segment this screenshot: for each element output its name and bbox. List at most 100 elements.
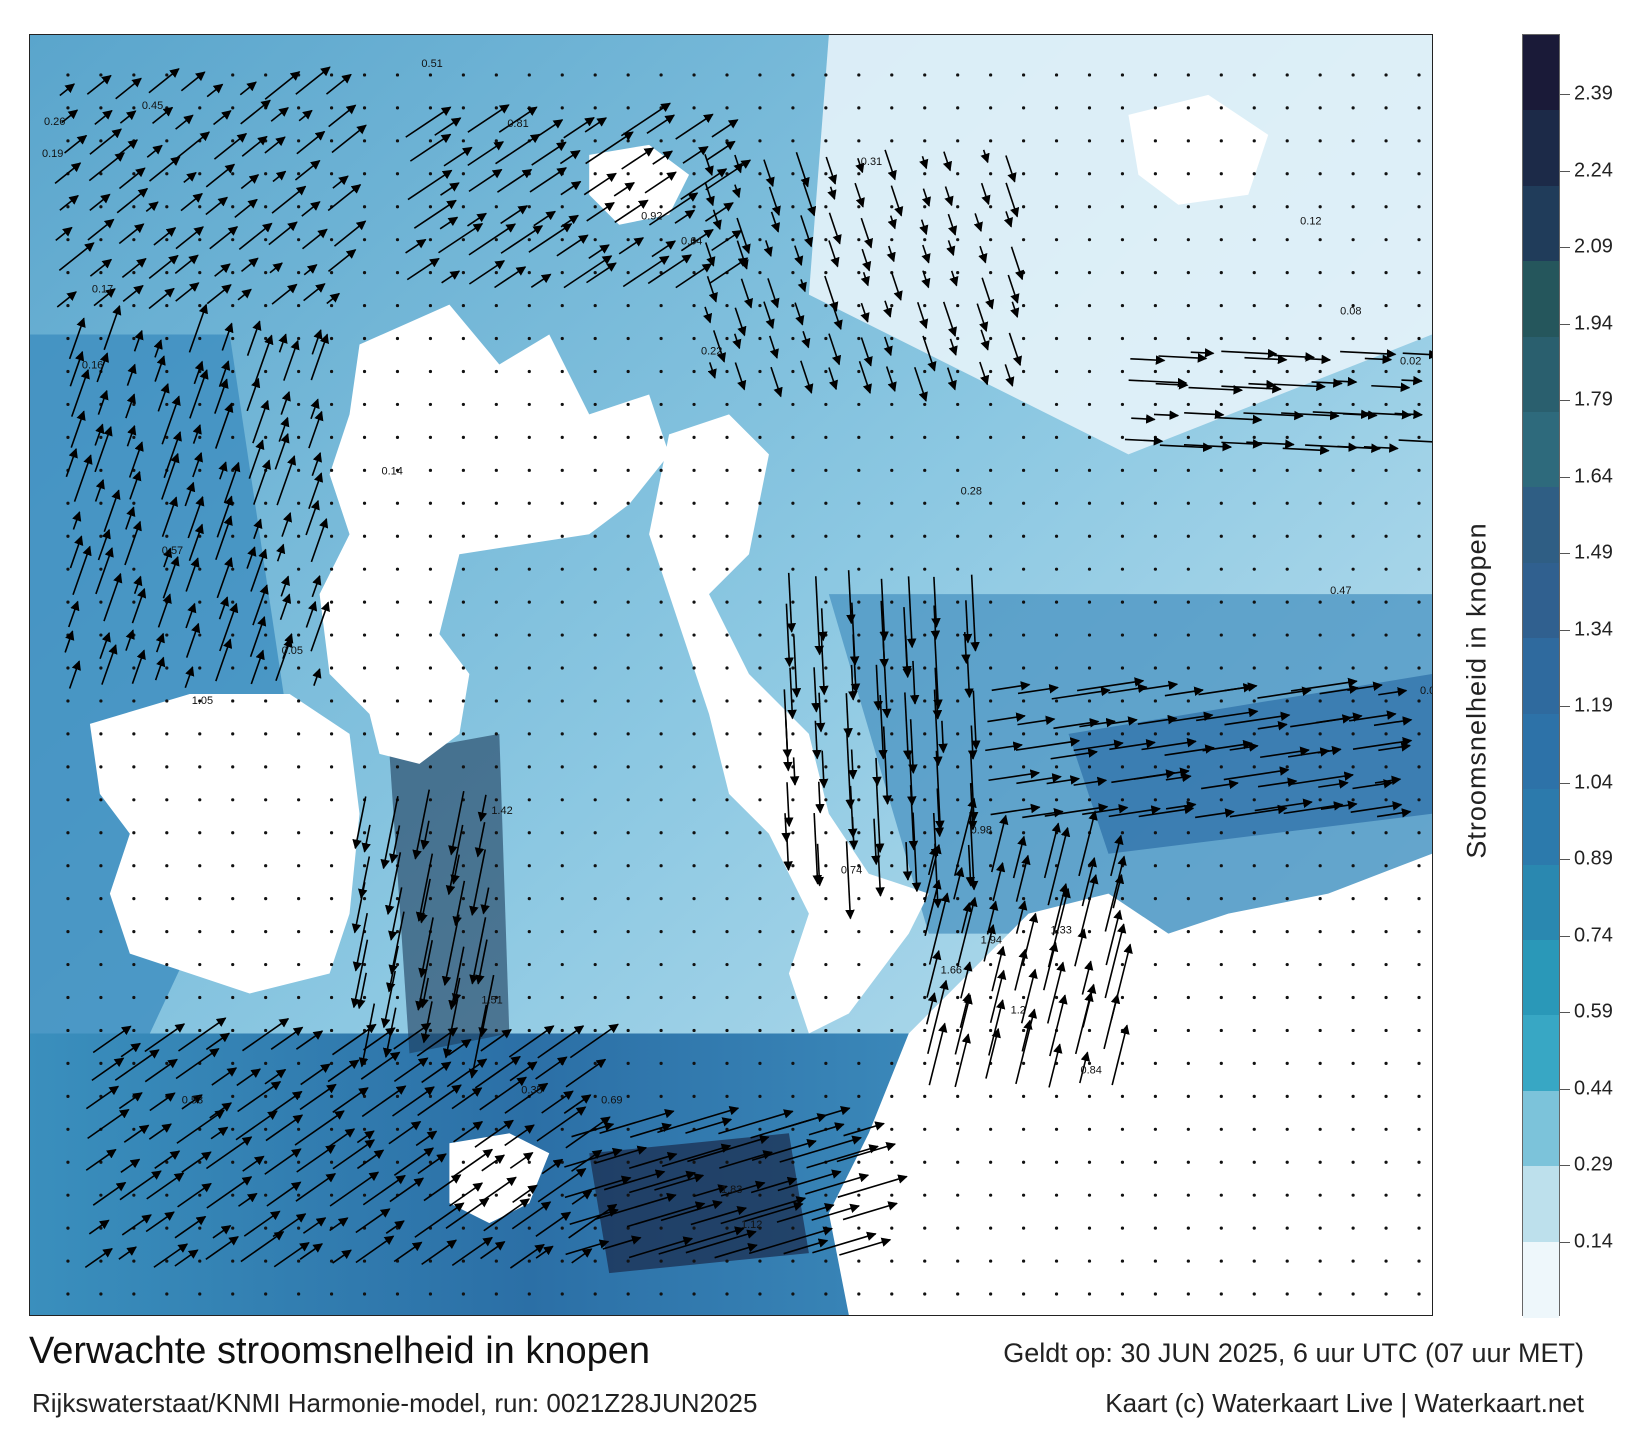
current-arrow — [412, 789, 431, 860]
vector-dot — [659, 139, 663, 143]
current-arrow — [1076, 677, 1145, 692]
vector-dot — [1120, 798, 1125, 802]
vector-dot — [1285, 106, 1289, 110]
colorbar-tick-label: 1.49 — [1574, 541, 1613, 564]
vector-dot — [1351, 831, 1355, 835]
vector-dot — [1087, 1193, 1092, 1197]
current-arrow — [991, 681, 1031, 692]
vector-dot — [527, 205, 531, 209]
vector-dot — [1186, 897, 1190, 901]
vector-dot — [857, 402, 861, 407]
current-arrow — [310, 601, 330, 652]
vector-dot — [494, 765, 498, 769]
vector-dot — [1285, 172, 1289, 176]
current-arrow — [439, 216, 459, 230]
vector-dot — [329, 534, 334, 538]
vector-dot — [626, 369, 630, 374]
current-arrow — [948, 338, 958, 356]
current-arrow — [661, 1143, 732, 1167]
vector-dot — [560, 1127, 564, 1131]
vector-dot — [297, 468, 301, 472]
vector-dot — [362, 995, 367, 1000]
current-arrow — [942, 151, 953, 172]
current-arrow — [946, 367, 957, 391]
current-arrow — [843, 1121, 885, 1137]
land-east-peninsula — [649, 414, 929, 1034]
vector-dot — [329, 864, 334, 868]
current-arrow — [811, 1203, 860, 1221]
vector-dot — [1186, 1061, 1190, 1065]
vector-dot — [1417, 1028, 1421, 1033]
vector-dot — [1285, 1259, 1289, 1263]
current-arrow — [1133, 767, 1190, 780]
vector-dot — [1219, 1193, 1223, 1197]
vector-dot — [989, 402, 993, 407]
vector-dot — [1186, 501, 1190, 505]
vector-dot — [297, 336, 301, 341]
vector-dot — [923, 633, 927, 637]
vector-dot — [1252, 798, 1256, 802]
current-arrow — [845, 841, 855, 920]
current-arrow — [131, 587, 147, 624]
vector-dot — [428, 1292, 433, 1296]
vector-dot — [1417, 501, 1421, 505]
vector-dot — [1153, 106, 1157, 110]
current-arrow — [563, 117, 595, 139]
vector-dot — [362, 962, 367, 967]
vector-dot — [1252, 962, 1256, 967]
vector-dot — [198, 1160, 202, 1164]
current-speed-map[interactable]: 0.51 0.45 0.26 0.19 0.17 0.16 0.81 0.92 0.64 0.31… — [29, 34, 1433, 1316]
vector-dot — [1252, 1259, 1256, 1263]
current-arrow — [467, 104, 510, 133]
vector-dot — [297, 699, 301, 703]
vector-dot — [1186, 402, 1190, 407]
vector-dot — [1054, 798, 1059, 802]
vector-dot — [1153, 1193, 1157, 1197]
vector-dot — [626, 831, 630, 835]
vector-dot — [329, 995, 334, 1000]
vector-dot — [1285, 238, 1289, 242]
current-arrow — [438, 222, 484, 254]
vector-dot — [1054, 402, 1059, 407]
vector-dot — [165, 930, 169, 934]
vector-dot — [593, 205, 597, 209]
vector-dot — [1417, 435, 1421, 439]
colorbar-tick — [1560, 400, 1570, 401]
vector-dot — [1318, 600, 1322, 604]
current-arrow — [206, 1176, 253, 1209]
vector-dot — [1120, 435, 1125, 439]
vector-dot — [461, 666, 465, 670]
vector-dot — [758, 1292, 762, 1296]
vector-dot — [1087, 106, 1092, 110]
vector-dot — [560, 172, 564, 176]
vector-dot — [725, 73, 729, 77]
current-arrow — [295, 1030, 324, 1050]
vector-dot — [1186, 930, 1190, 934]
vector-dot — [362, 765, 367, 769]
current-arrow — [478, 974, 495, 1038]
current-arrow — [1017, 684, 1059, 695]
vector-dot — [1153, 600, 1157, 604]
vector-dot — [1186, 172, 1190, 176]
vector-dot — [725, 402, 729, 407]
current-arrow — [264, 1068, 287, 1085]
current-arrow — [332, 1087, 369, 1113]
vector-dot — [725, 831, 729, 835]
current-arrow — [921, 188, 931, 207]
vector-dot — [1087, 435, 1092, 439]
vector-dot — [626, 172, 630, 176]
vector-dot — [99, 1292, 103, 1296]
current-arrow — [647, 254, 692, 285]
vector-dot — [857, 106, 861, 110]
vector-dot — [329, 962, 334, 967]
vector-dot — [1351, 468, 1355, 472]
current-arrow — [89, 128, 122, 155]
current-arrow — [919, 219, 929, 236]
vector-dot — [264, 336, 268, 341]
vector-dot — [560, 534, 564, 538]
vector-dot — [593, 435, 597, 439]
vector-dot — [66, 303, 70, 308]
vector-dot — [494, 831, 498, 835]
current-arrow — [184, 481, 196, 507]
vector-dot — [1153, 1226, 1157, 1230]
